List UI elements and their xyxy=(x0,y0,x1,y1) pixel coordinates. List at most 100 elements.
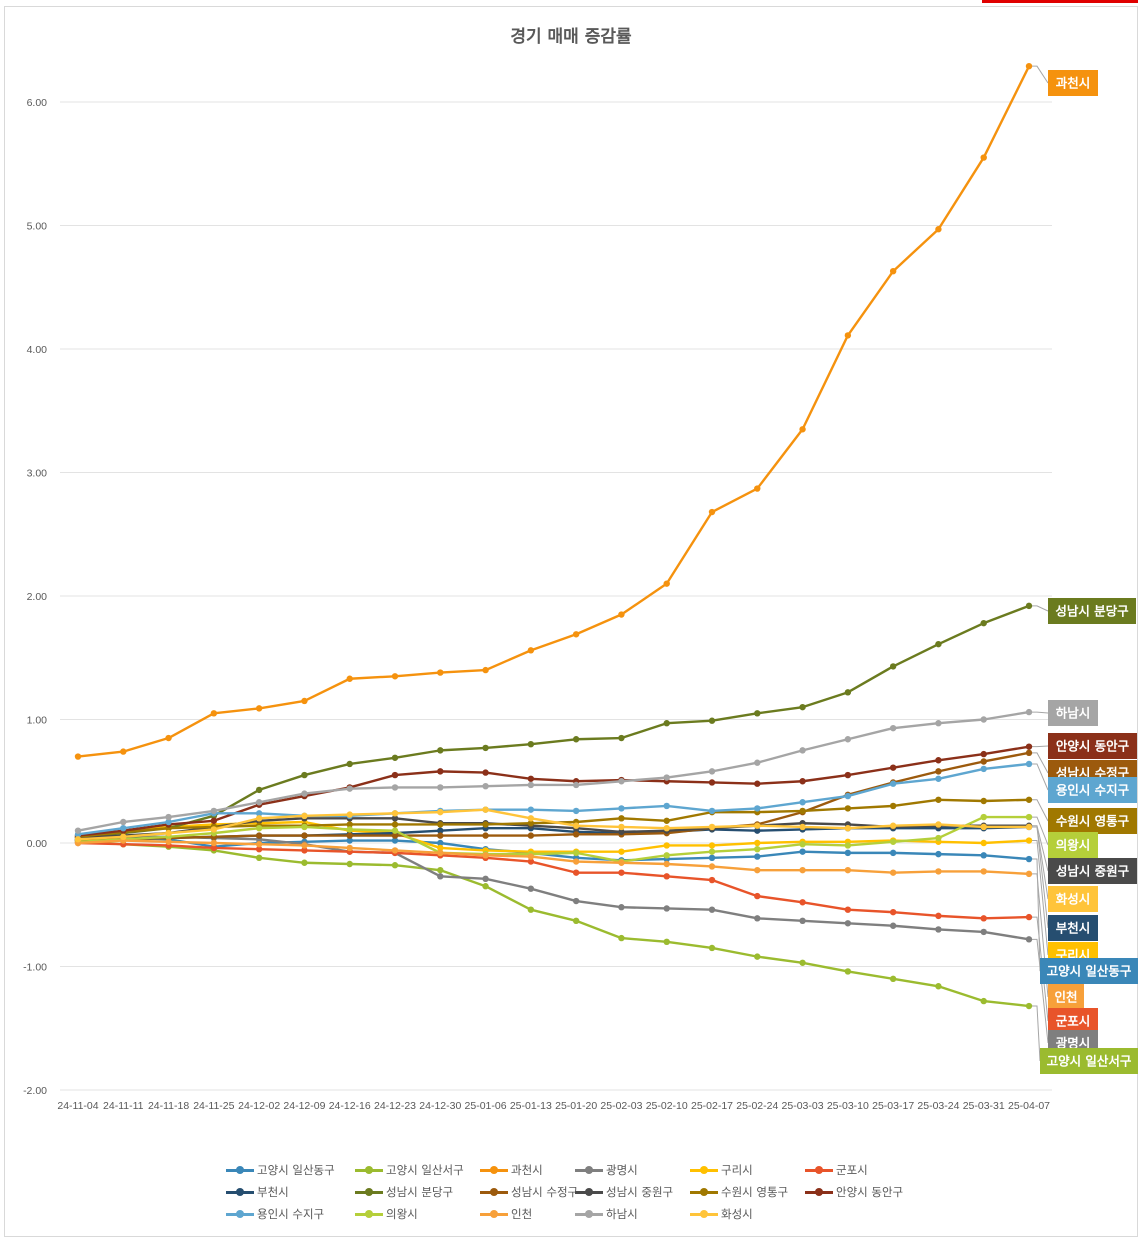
legend-swatch-icon xyxy=(575,1209,603,1219)
data-point xyxy=(482,769,489,776)
data-point xyxy=(1025,913,1033,921)
data-point xyxy=(255,841,263,848)
data-point xyxy=(754,780,761,787)
data-point xyxy=(346,844,353,852)
data-point xyxy=(754,822,761,829)
series-line xyxy=(77,815,1029,863)
data-point xyxy=(799,703,806,711)
series-1 xyxy=(74,838,1033,1010)
data-point xyxy=(346,811,353,818)
data-point xyxy=(980,797,987,805)
legend-label: 부천시 xyxy=(257,1185,289,1199)
series-line xyxy=(77,835,1030,941)
data-point xyxy=(437,849,444,857)
data-point xyxy=(754,866,761,874)
data-point xyxy=(255,810,263,817)
data-point xyxy=(663,860,670,868)
data-point xyxy=(1025,760,1033,768)
data-point xyxy=(527,781,535,789)
data-point xyxy=(1025,837,1033,844)
data-point xyxy=(482,806,489,813)
legend-label: 인천 xyxy=(511,1207,533,1221)
data-point xyxy=(889,908,897,916)
data-point xyxy=(844,824,852,832)
data-point xyxy=(482,832,489,839)
x-tick-label: 24-12-23 xyxy=(374,1100,416,1112)
x-tick-label: 24-12-09 xyxy=(283,1100,325,1112)
end-label-box xyxy=(1048,915,1098,941)
legend-swatch-icon xyxy=(355,1187,383,1197)
data-point xyxy=(935,720,942,727)
end-label-text: 고양시 일산서구 xyxy=(1047,1054,1132,1069)
end-label-text: 하남시 xyxy=(1056,706,1091,721)
end-label-box xyxy=(1048,858,1137,884)
x-tick-label: 24-11-25 xyxy=(193,1100,234,1112)
series-2 xyxy=(74,62,1033,760)
data-point xyxy=(708,854,716,862)
legend-swatch-icon xyxy=(480,1165,508,1175)
data-point xyxy=(346,785,353,792)
data-point xyxy=(255,854,263,862)
data-point xyxy=(935,775,942,782)
y-tick-label: 5.00 xyxy=(27,221,48,233)
data-point xyxy=(437,832,444,839)
data-point xyxy=(346,832,353,839)
line-chart: -2.00 1.00 2.00 3.00 4.00 5.00 6.00 0.00 -1.00 2… xyxy=(23,62,1138,1112)
data-point xyxy=(255,832,263,839)
data-point xyxy=(527,647,535,654)
legend-swatch-icon xyxy=(575,1165,603,1175)
end-label: 과천시 xyxy=(1048,70,1098,96)
x-tick-label: 25-02-17 xyxy=(691,1100,733,1112)
data-point xyxy=(708,779,716,786)
legend-swatch-icon xyxy=(226,1165,254,1175)
x-tick-label: 24-11-18 xyxy=(148,1100,189,1112)
data-point xyxy=(210,817,218,824)
data-point xyxy=(120,833,127,841)
legend-swatch-icon xyxy=(480,1209,508,1219)
end-label: 화성시 xyxy=(1048,886,1098,912)
data-point xyxy=(346,860,353,868)
legend-item: 성남시 중원구 xyxy=(575,1184,673,1200)
data-point xyxy=(799,823,806,831)
data-point xyxy=(391,673,399,680)
data-point xyxy=(980,750,987,758)
x-tick-label: 25-03-17 xyxy=(872,1100,914,1112)
legend-swatch-icon xyxy=(690,1165,718,1175)
data-point xyxy=(980,619,987,627)
end-label-box xyxy=(1048,733,1137,759)
data-point xyxy=(980,852,987,859)
legend-label: 성남시 중원구 xyxy=(606,1185,674,1199)
end-label-text: 화성시 xyxy=(1056,892,1091,907)
data-point xyxy=(301,697,308,705)
data-point xyxy=(708,848,716,855)
data-point xyxy=(980,765,987,773)
y-tick-label: -1.00 xyxy=(23,962,47,974)
data-point xyxy=(618,934,625,942)
data-point xyxy=(754,759,761,766)
series-line xyxy=(77,840,1030,1008)
data-point xyxy=(391,827,399,834)
x-tick-label: 25-02-03 xyxy=(600,1100,642,1112)
data-point xyxy=(391,784,399,791)
end-label-text: 군포시 xyxy=(1056,1014,1091,1029)
end-label-box xyxy=(1048,777,1137,803)
data-point xyxy=(663,802,670,810)
end-label-text: 부천시 xyxy=(1056,921,1091,936)
data-point xyxy=(980,758,987,765)
data-point xyxy=(935,768,942,775)
data-point xyxy=(889,869,897,876)
series-line xyxy=(77,841,1030,920)
data-point xyxy=(255,845,263,853)
data-point xyxy=(527,906,535,913)
end-label-box xyxy=(1048,1008,1098,1034)
data-point xyxy=(799,899,806,906)
data-point xyxy=(482,821,489,828)
data-point xyxy=(391,815,399,822)
data-point xyxy=(1025,62,1033,70)
data-point xyxy=(799,799,806,806)
data-point xyxy=(754,953,761,960)
data-point xyxy=(210,826,218,833)
data-point xyxy=(618,778,625,785)
data-point xyxy=(889,849,897,857)
data-point xyxy=(572,822,580,829)
